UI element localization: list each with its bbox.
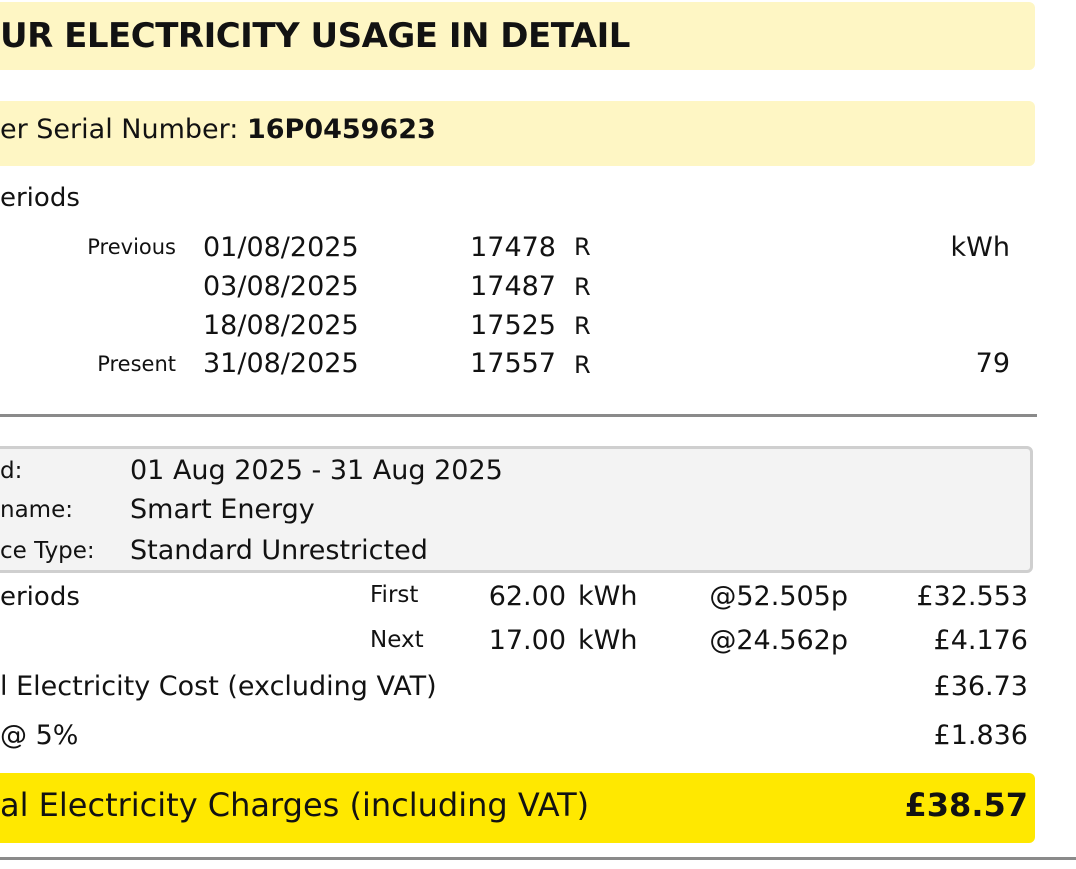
meter-serial-label: er Serial Number: (0, 114, 247, 145)
period-value: 01 Aug 2025 - 31 Aug 2025 (130, 455, 503, 486)
charge-amount: £32.553 (916, 581, 1028, 612)
subtotal-label: l Electricity Cost (excluding VAT) (0, 671, 437, 702)
reading-tag: Previous (87, 235, 176, 259)
billing-details-box (0, 446, 1033, 573)
reading-value: 17478 (470, 232, 556, 263)
charge-rate: @24.562p (709, 625, 848, 656)
reading-value: 17525 (470, 310, 556, 341)
charge-unit: kWh (578, 625, 638, 656)
service-type-label: ce Type: (0, 538, 95, 564)
subtotal-value: £36.73 (933, 671, 1028, 702)
tariff-value: Smart Energy (130, 494, 315, 525)
period-label: d: (0, 458, 23, 484)
charge-qty: 62.00 (488, 581, 566, 612)
charge-tier: Next (370, 627, 424, 653)
total-value: £38.57 (904, 786, 1028, 824)
vat-value: £1.836 (933, 720, 1028, 751)
reading-date: 31/08/2025 (203, 348, 359, 379)
reading-value: 17557 (470, 348, 556, 379)
reading-date: 18/08/2025 (203, 310, 359, 341)
meter-serial-value: 16P0459623 (246, 114, 436, 145)
readings-section-label: eriods (0, 183, 80, 213)
reading-type: R (574, 312, 591, 340)
vat-label: @ 5% (0, 720, 79, 751)
total-label: al Electricity Charges (including VAT) (0, 786, 590, 824)
reading-kwh: 79 (975, 348, 1010, 379)
bottom-divider (0, 857, 1076, 860)
charges-section-label: eriods (0, 582, 80, 612)
reading-tag: Present (97, 352, 176, 376)
reading-type: R (574, 351, 591, 379)
tariff-label: name: (0, 497, 73, 523)
title-band (0, 2, 1035, 70)
reading-type: R (574, 233, 591, 261)
meter-serial: er Serial Number: 16P0459623 (0, 114, 436, 145)
divider (0, 414, 1037, 417)
page-title: UR ELECTRICITY USAGE IN DETAIL (0, 16, 630, 56)
meter-band (0, 101, 1035, 166)
charge-rate: @52.505p (709, 581, 848, 612)
charge-amount: £4.176 (933, 625, 1028, 656)
kwh-header: kWh (950, 232, 1010, 263)
charge-tier: First (370, 582, 419, 608)
reading-type: R (574, 273, 591, 301)
reading-value: 17487 (470, 271, 556, 302)
service-type-value: Standard Unrestricted (130, 535, 428, 566)
charge-unit: kWh (578, 581, 638, 612)
charge-qty: 17.00 (488, 625, 566, 656)
reading-date: 03/08/2025 (203, 271, 359, 302)
total-band (0, 773, 1035, 843)
reading-date: 01/08/2025 (203, 232, 359, 263)
